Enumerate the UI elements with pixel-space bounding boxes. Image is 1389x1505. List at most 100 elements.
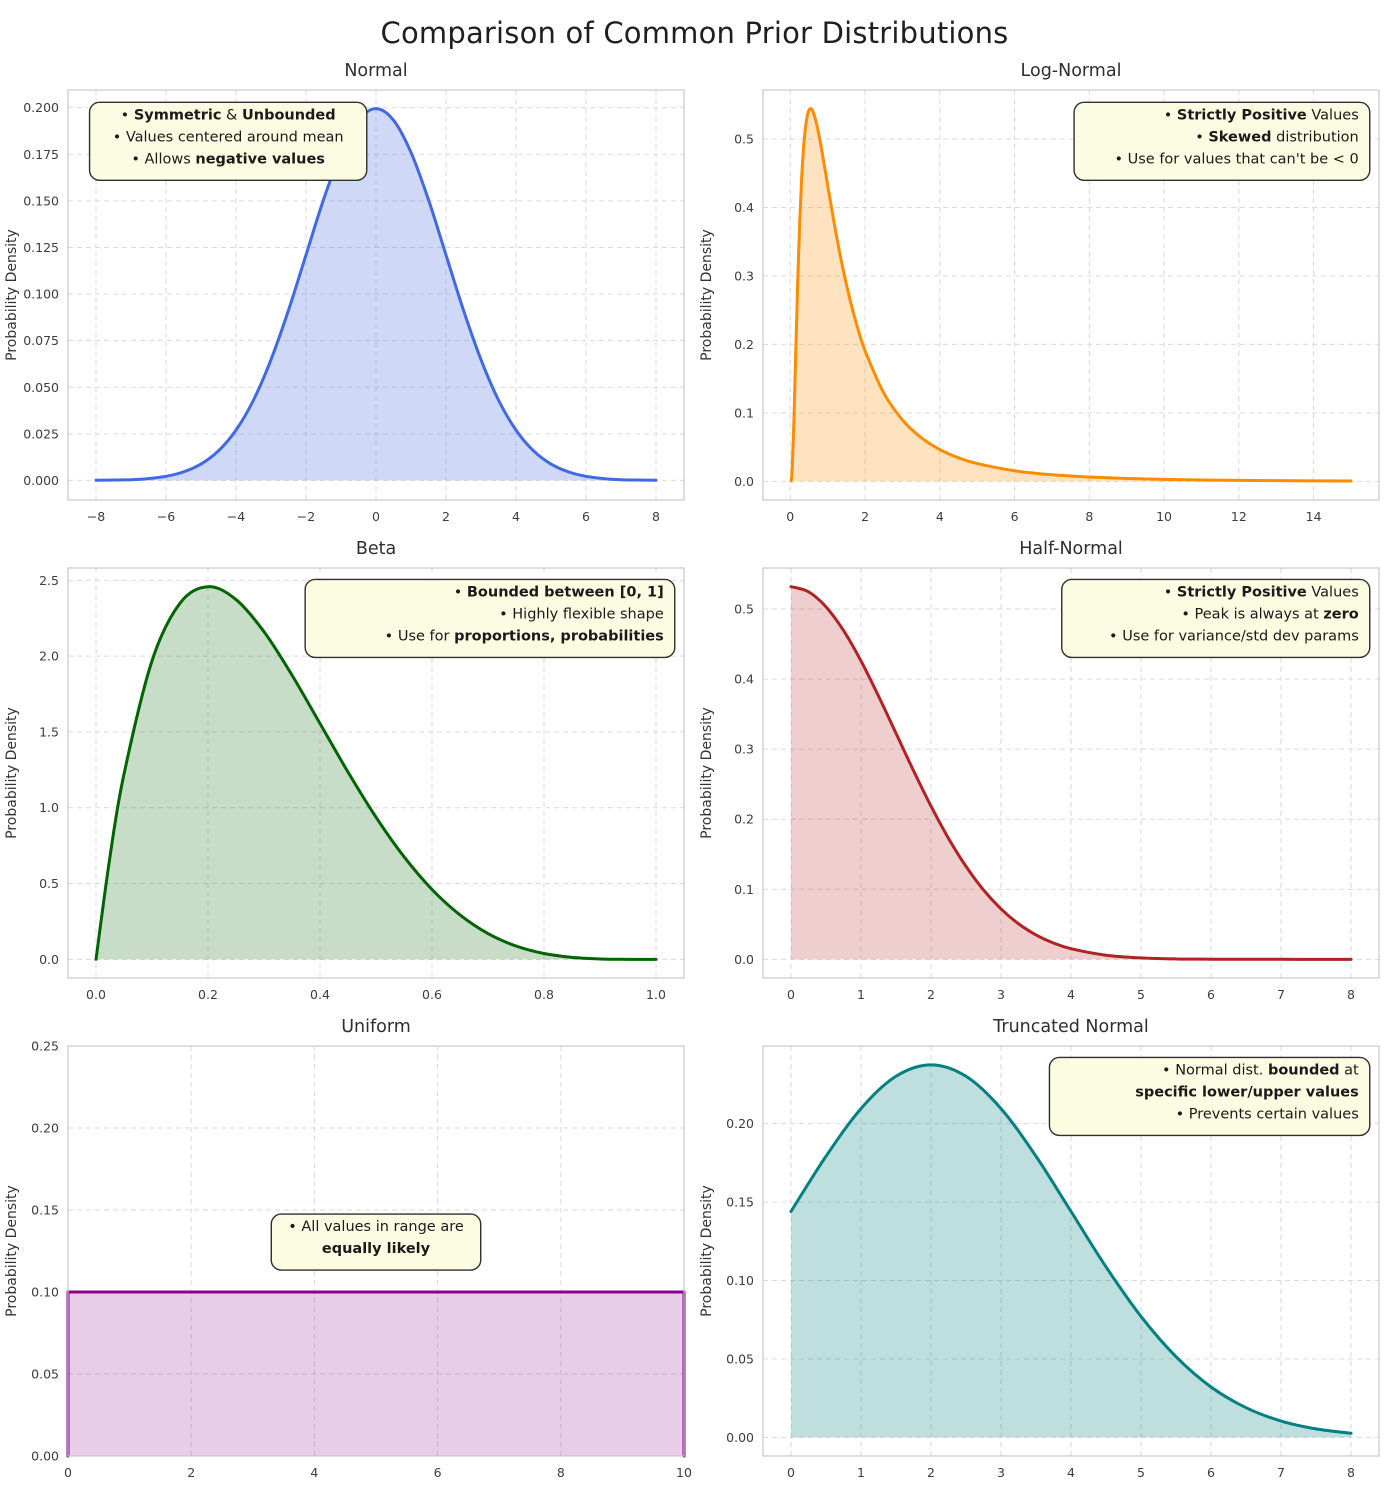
annotation-box [1072, 101, 1370, 181]
x-tick-label: 2 [927, 987, 935, 1002]
annotation-text-line: • Prevents certain values [1175, 1106, 1358, 1122]
y-tick-label: 0.150 [23, 193, 59, 208]
y-tick-label: 0.050 [23, 380, 59, 395]
x-tick-label: 3 [997, 987, 1005, 1002]
x-tick-label: 6 [434, 1465, 442, 1480]
x-tick-label: 1 [857, 1465, 865, 1480]
y-axis-label: Probability Density [4, 707, 20, 839]
subplot-title: Log-Normal [1020, 61, 1121, 81]
y-tick-label: 0.15 [31, 1203, 59, 1218]
curve-fill [68, 1292, 684, 1456]
x-tick-label: 6 [1010, 509, 1018, 524]
annotation-text-line: equally likely [322, 1241, 431, 1257]
annotation-normal: • Symmetric & Unbounded • Values centered… [88, 101, 368, 181]
annotation-text-line: • Highly flexible shape [499, 606, 664, 622]
subplot-title: Beta [356, 539, 396, 559]
chart-beta: 0.0 0.2 0.4 0.6 0.8 1.0 0.0 0.5 1.0 1.5 2.0 2.5 Prob… [4, 539, 685, 1002]
y-tick-label: 0.5 [734, 131, 754, 146]
x-tick-label: 1.0 [646, 987, 666, 1002]
curve-line [789, 1063, 1352, 1435]
chart-truncated-normal: 0 1 2 3 4 5 6 7 8 0.00 0.05 0.10 0.15 0.20 Probability… [699, 1017, 1380, 1480]
x-tick-label: −6 [157, 509, 175, 524]
y-tick-label: 1.0 [39, 800, 59, 815]
curve-fill [790, 586, 1351, 960]
chart-uniform: 0 2 4 6 8 10 0.00 0.05 0.10 0.15 0.20 0.25 Probabili… [4, 1017, 692, 1480]
y-tick-label: 0.05 [726, 1351, 754, 1366]
x-tick-label: −4 [227, 509, 245, 524]
y-tick-label: 0.2 [734, 337, 754, 352]
x-tick-label: 8 [1085, 509, 1093, 524]
curve-line [789, 107, 1352, 483]
annotation-uniform: • All values in range are equally likely [270, 1213, 482, 1271]
y-tick-label: 0.00 [726, 1430, 754, 1445]
x-tick-label: 3 [997, 1465, 1005, 1480]
y-tick-label: 0.4 [734, 200, 754, 215]
y-tick-label: 0.0 [39, 952, 59, 967]
annotation-text-line: • Allows negative values [131, 151, 325, 167]
plot-border [67, 89, 685, 501]
x-tick-label: 7 [1277, 987, 1285, 1002]
annotation-box [304, 578, 676, 659]
curve-fill [790, 108, 1351, 482]
x-tick-label: 2 [187, 1465, 195, 1480]
annotation-half-normal: • Strictly Positive Values • Peak is alwa… [1060, 578, 1370, 659]
y-tick-label: 0.0 [734, 952, 754, 967]
y-tick-label: 0.10 [726, 1273, 754, 1288]
x-tick-label: 14 [1305, 509, 1321, 524]
annotation-text-line: • Symmetric & Unbounded [121, 107, 336, 123]
x-tick-label: −2 [297, 509, 315, 524]
x-tick-label: −8 [87, 509, 105, 524]
chart-half-normal: 0 1 2 3 4 5 6 7 8 0.0 0.1 0.2 0.3 0.4 0.5 Probability D… [699, 539, 1380, 1002]
x-tick-label: 8 [1347, 987, 1355, 1002]
x-tick-label: 0 [64, 1465, 72, 1480]
subplot-title: Uniform [341, 1017, 411, 1037]
annotation-beta: • Bounded between [0, 1] • Highly flexibl… [304, 578, 676, 659]
annotation-text-line: • Bounded between [0, 1] [454, 584, 664, 600]
x-tick-label: 4 [512, 509, 520, 524]
curve-fill [96, 586, 656, 960]
annotation-text-line: • Strictly Positive Values [1163, 107, 1358, 123]
y-axis-label: Probability Density [699, 1185, 715, 1317]
chart-cell-half-normal: 0 1 2 3 4 5 6 7 8 0.0 0.1 0.2 0.3 0.4 0.5 Probability D… [695, 534, 1389, 1012]
charts-grid: −8 −6 −4 −2 0 2 4 6 8 0.00 0 0.025 0.050 0.0 7 5 0.10 0 0.… [0, 56, 1389, 1490]
curve-line [789, 585, 1352, 961]
y-tick-label: 0.1 [734, 405, 754, 420]
subplot-title: Normal [344, 61, 407, 81]
x-tick-label: 5 [1137, 987, 1145, 1002]
annotation-truncated-normal: • Normal dist. bounded at specific lower/… [1048, 1056, 1370, 1137]
x-tick-label: 8 [652, 509, 660, 524]
x-tick-label: 4 [1067, 987, 1075, 1002]
chart-cell-beta: 0.0 0.2 0.4 0.6 0.8 1.0 0.0 0.5 1.0 1.5 2.0 2.5 Prob… [0, 534, 694, 1012]
y-axis-label: Probability Density [4, 1185, 20, 1317]
annotation-text-line: • Skewed distribution [1195, 129, 1359, 145]
x-tick-label: 8 [557, 1465, 565, 1480]
chart-cell-truncated-normal: 0 1 2 3 4 5 6 7 8 0.00 0.05 0.10 0.15 0.20 Probability… [695, 1012, 1389, 1490]
x-tick-label: 0 [787, 987, 795, 1002]
y-tick-label: 0.025 [23, 426, 59, 441]
subplot-title: Truncated Normal [992, 1017, 1148, 1037]
x-tick-label: 10 [1156, 509, 1172, 524]
annotation-text-line: • Strictly Positive Values [1163, 584, 1358, 600]
y-tick-label: 0.05 [31, 1367, 59, 1382]
x-tick-label: 2 [927, 1465, 935, 1480]
plot-border [67, 567, 685, 979]
chart-cell-uniform: 0 2 4 6 8 10 0.00 0.05 0.10 0.15 0.20 0.25 Probabili… [0, 1012, 694, 1490]
chart-normal: −8 −6 −4 −2 0 2 4 6 8 0.000 0.025 0.050 0.075 0.100 0.… [4, 61, 685, 524]
y-axis-label: Probability Density [699, 707, 715, 839]
y-tick-label: 0.125 [23, 240, 59, 255]
annotation-box [1060, 578, 1370, 659]
x-tick-label: 4 [935, 509, 943, 524]
annotation-box [1048, 1056, 1370, 1137]
y-tick-label: 0.3 [734, 268, 754, 283]
y-tick-label: 0.1 [734, 882, 754, 897]
x-tick-label: 0 [786, 509, 794, 524]
x-tick-label: 10 [676, 1465, 692, 1480]
curve-line [94, 107, 658, 482]
y-tick-label: 0.5 [39, 876, 59, 891]
y-tick-label: 0.25 [31, 1039, 59, 1054]
y-tick-label: 1.5 [39, 724, 59, 739]
chart-cell-log-normal: 0 2 4 6 8 10 12 14 0.0 0.1 0.2 0.3 0.4 0.5 Probability… [695, 56, 1389, 534]
x-tick-label: 0.8 [534, 987, 554, 1002]
annotation-text-line: • Use for values that can't be < 0 [1114, 151, 1358, 167]
plot-border [67, 1045, 685, 1457]
